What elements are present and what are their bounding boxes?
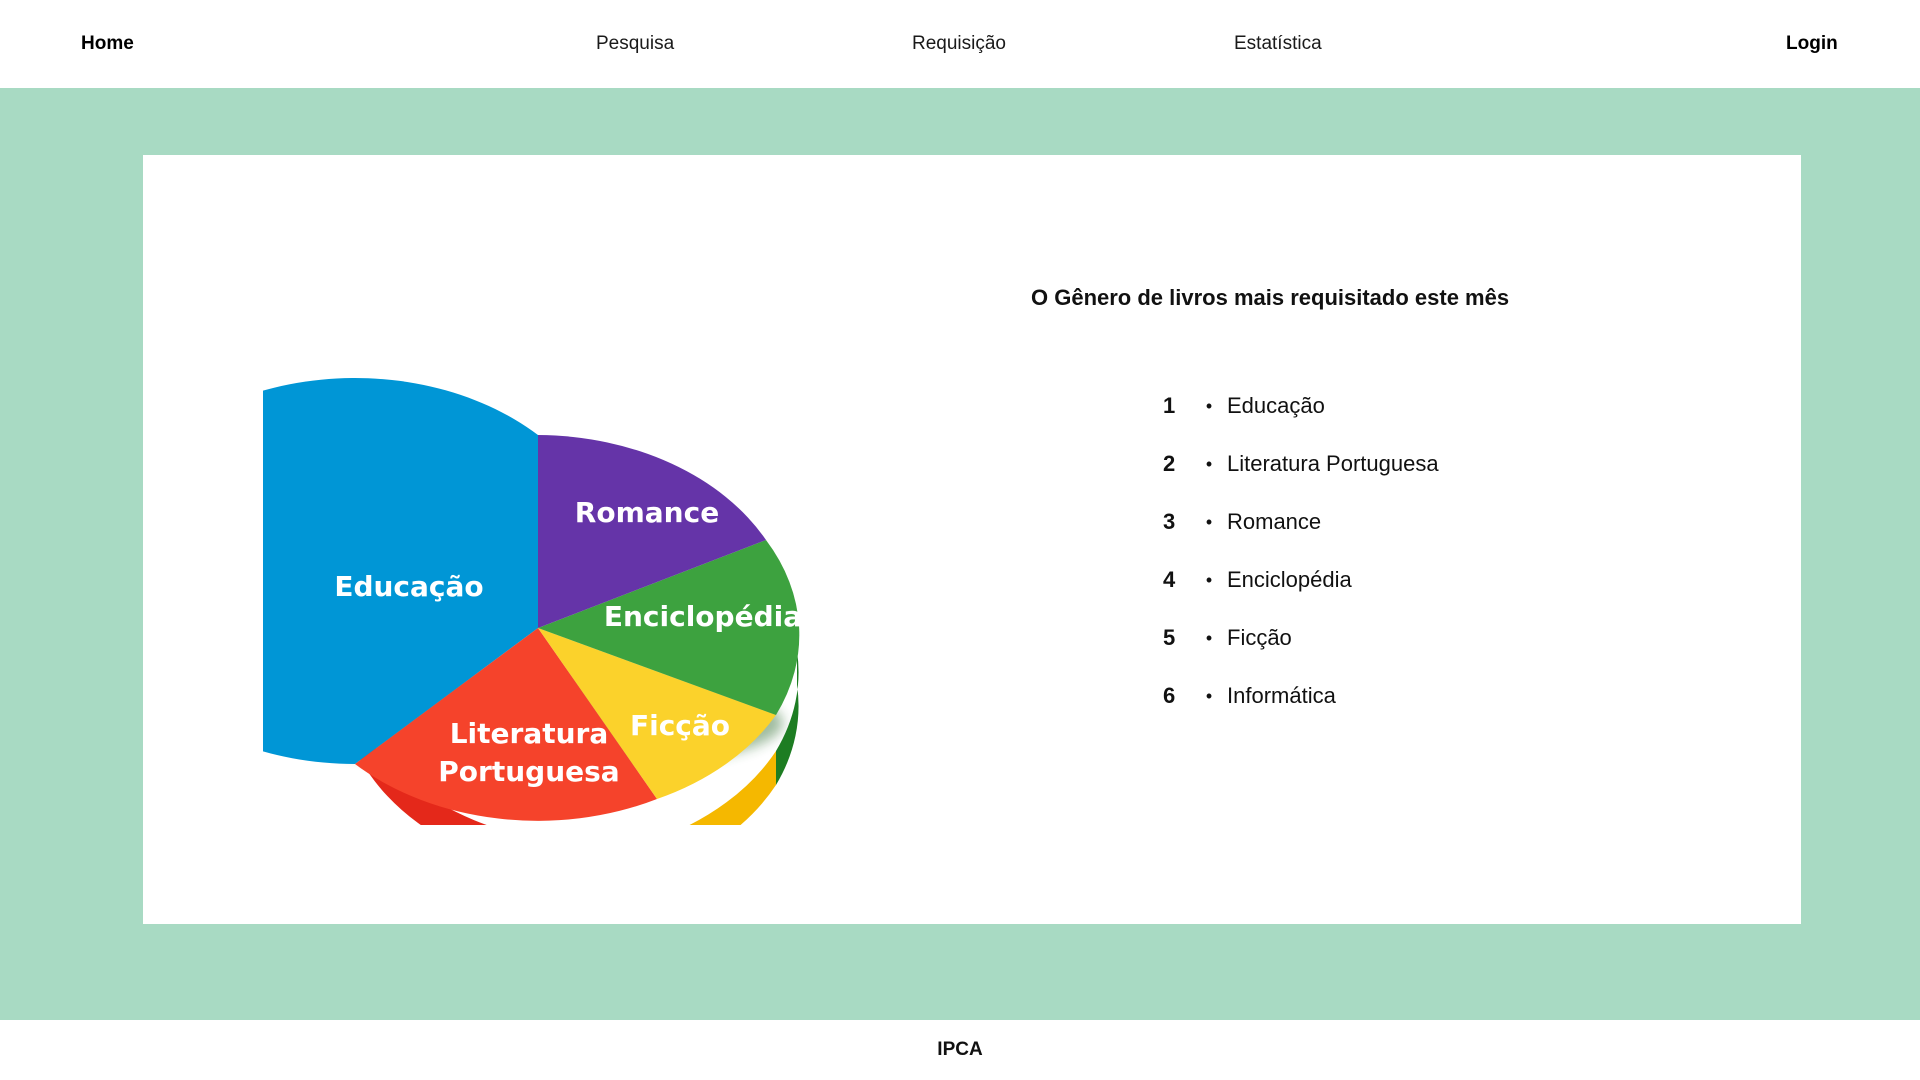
bullet-icon: • — [1205, 453, 1213, 474]
rank-number: 4 — [1163, 567, 1176, 592]
bullet-icon: • — [1205, 569, 1213, 590]
label-literatura-line1: Literatura — [450, 717, 609, 750]
rank-genre: Educação — [1227, 393, 1325, 418]
footer: IPCA — [0, 1020, 1920, 1080]
ranking-item: 3 • Romance — [1163, 493, 1683, 551]
ranking-item: 1 • Educação — [1163, 377, 1683, 435]
ranking-item: 4 • Enciclopédia — [1163, 551, 1683, 609]
rank-number: 3 — [1163, 509, 1176, 534]
slice-literatura-portuguesa — [355, 628, 657, 821]
rank-number: 1 — [1163, 393, 1176, 418]
slice-side-enciclopedia — [776, 651, 799, 785]
ranking-item: 5 • Ficção — [1163, 609, 1683, 667]
ranking-item: 6 • Informática — [1163, 667, 1683, 725]
label-educacao: Educação — [334, 570, 483, 603]
nav-request-link[interactable]: Requisição — [912, 33, 1006, 54]
rank-genre: Literatura Portuguesa — [1227, 451, 1439, 476]
pie-chart-graphic: Romance Educação Enciclopédia Ficção Lit… — [263, 378, 802, 825]
label-romance: Romance — [575, 496, 719, 529]
slice-romance — [538, 435, 766, 628]
ranking-list: 1 • Educação 2 • Literatura Portuguesa 3… — [1163, 377, 1683, 725]
label-literatura-line2: Portuguesa — [438, 755, 619, 788]
rank-number: 2 — [1163, 451, 1176, 476]
bullet-icon: • — [1205, 685, 1213, 706]
rank-genre: Enciclopédia — [1227, 567, 1352, 592]
nav-search-link[interactable]: Pesquisa — [596, 33, 675, 54]
rank-genre: Romance — [1227, 509, 1322, 534]
ranking-title: O Gênero de livros mais requisitado este… — [1031, 285, 1510, 310]
nav-statistics-link[interactable]: Estatística — [1234, 33, 1322, 54]
label-ficcao: Ficção — [630, 709, 730, 742]
top-navigation: Home Pesquisa Requisição Estatística Log… — [0, 0, 1920, 88]
bullet-icon: • — [1205, 627, 1213, 648]
statistics-panel: Romance Educação Enciclopédia Ficção Lit… — [143, 155, 1801, 924]
rank-genre: Ficção — [1227, 625, 1292, 650]
pie-top — [263, 378, 800, 821]
nav-login-link[interactable]: Login — [1786, 33, 1838, 54]
slice-enciclopedia — [538, 540, 800, 715]
footer-text: IPCA — [937, 1039, 983, 1060]
nav-home-link[interactable]: Home — [81, 33, 134, 54]
genre-pie-chart: Romance Educação Enciclopédia Ficção Lit… — [263, 265, 883, 825]
bullet-icon: • — [1205, 511, 1213, 532]
slice-side-ficcao — [689, 751, 776, 825]
label-enciclopedia: Enciclopédia — [604, 600, 802, 633]
rank-genre: Informática — [1227, 683, 1336, 708]
rank-number: 5 — [1163, 625, 1176, 650]
bullet-icon: • — [1205, 395, 1213, 416]
slice-educacao — [263, 378, 538, 764]
ranking-item: 2 • Literatura Portuguesa — [1163, 435, 1683, 493]
slice-ficcao — [538, 628, 776, 799]
rank-number: 6 — [1163, 683, 1176, 708]
